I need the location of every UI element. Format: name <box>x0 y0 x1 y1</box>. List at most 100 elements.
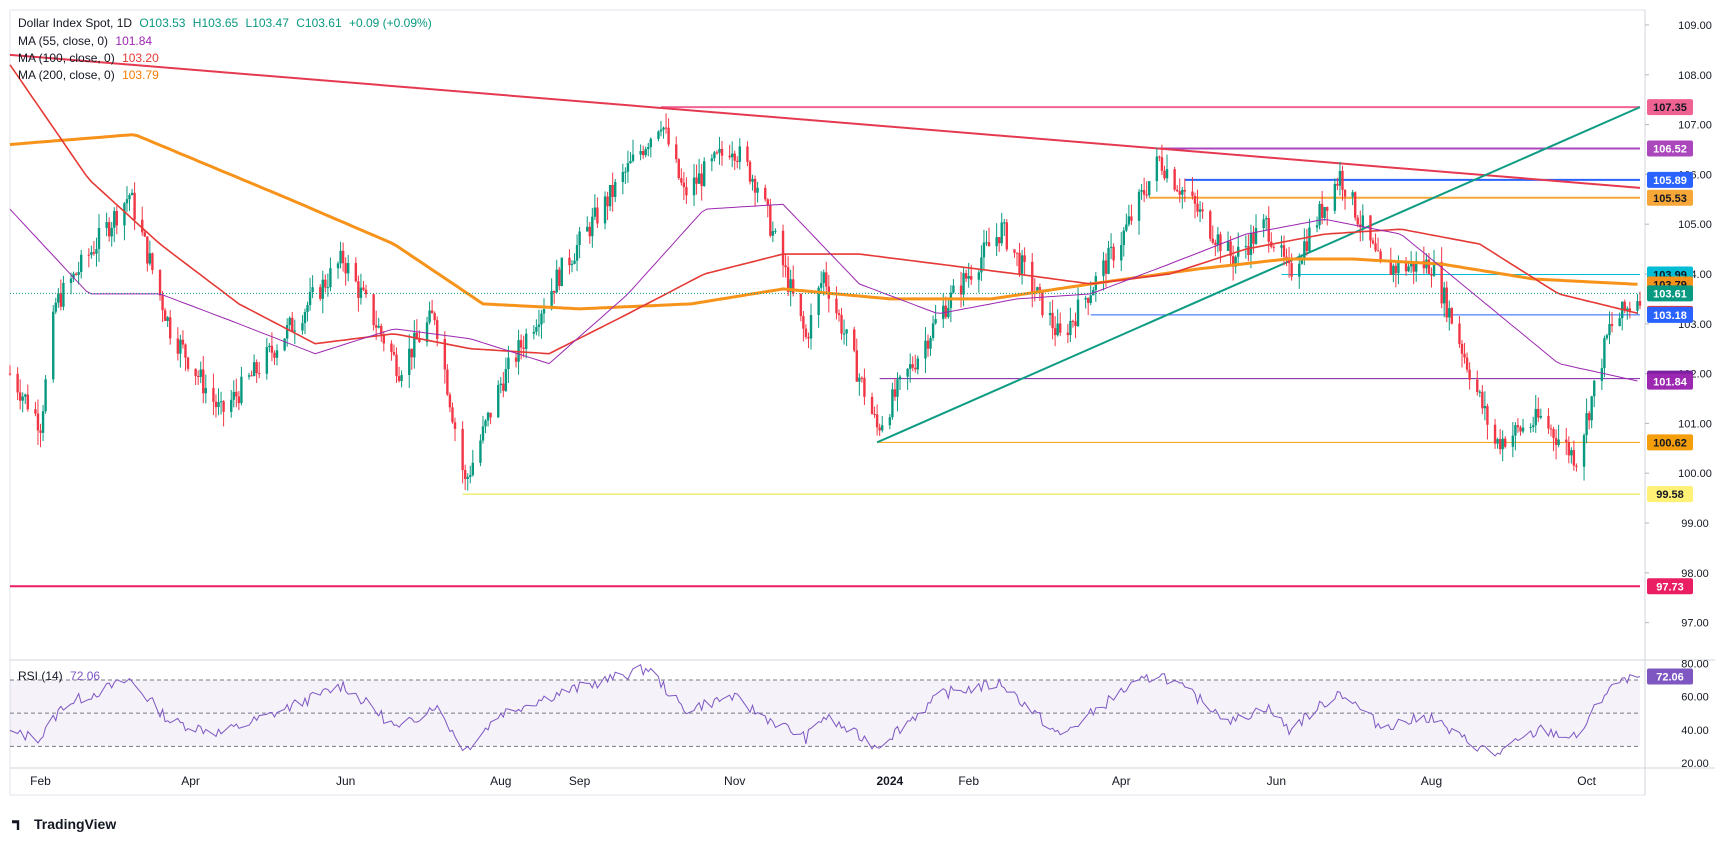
candle-body <box>329 268 332 288</box>
candle-body <box>659 129 663 132</box>
candle-body <box>97 227 101 250</box>
candle-body <box>769 205 772 236</box>
candle-body <box>1450 308 1454 324</box>
candle-body <box>273 352 276 358</box>
candle-body <box>786 267 790 292</box>
price-badge-text: 103.61 <box>1653 288 1687 300</box>
candle-body <box>736 160 739 162</box>
candle-body <box>1448 308 1451 318</box>
candle-body <box>621 171 625 183</box>
plot-frame <box>9 9 1646 796</box>
candle-body <box>1326 207 1329 211</box>
x-tick-label: Nov <box>724 774 745 788</box>
candle-body <box>596 207 599 224</box>
x-tick-label: Jun <box>1267 774 1286 788</box>
candle-body <box>525 333 528 349</box>
candle-body <box>128 195 131 200</box>
candle-body <box>1031 261 1034 293</box>
candle-body <box>647 147 650 149</box>
candle-body <box>1280 245 1283 248</box>
candle-body <box>784 265 787 268</box>
candle-body <box>90 252 93 255</box>
candle-body <box>1216 234 1220 245</box>
candle-body <box>258 373 261 375</box>
price-badge-text: 105.89 <box>1653 175 1687 187</box>
candle-body <box>550 290 553 310</box>
candle-body <box>1432 261 1436 276</box>
candle-body <box>230 399 233 412</box>
price-badge-text: 105.53 <box>1653 193 1687 205</box>
candle-body <box>1412 261 1415 272</box>
candle-body <box>1404 262 1408 272</box>
candle-body <box>1493 424 1497 444</box>
candle-body <box>746 146 749 162</box>
candle-body <box>685 187 688 196</box>
candle-body <box>624 171 627 173</box>
candle-body <box>542 309 546 314</box>
candle-body <box>446 369 449 395</box>
candle-body <box>1478 391 1481 393</box>
candle-body <box>982 242 986 258</box>
candle-body <box>611 185 614 197</box>
candle-body <box>697 173 701 184</box>
candle-body <box>977 272 981 280</box>
candle-body <box>186 357 190 369</box>
y-tick-label: 100.00 <box>1678 468 1712 480</box>
candle-body <box>987 242 991 247</box>
candle-body <box>573 260 576 264</box>
price-badge-text: 107.35 <box>1653 102 1687 114</box>
candle-body <box>217 402 220 408</box>
candle-body <box>1142 190 1146 195</box>
candle-body <box>657 131 660 139</box>
candle-body <box>1628 308 1632 311</box>
candle-body <box>1053 328 1057 336</box>
candle-body <box>695 177 698 184</box>
candle-body <box>1605 335 1609 339</box>
legend-ma100: MA (100, close, 0) 103.20 <box>18 51 163 65</box>
candle-body <box>1193 195 1197 204</box>
candle-body <box>870 396 874 414</box>
rsi-tick-label: 40.00 <box>1681 725 1709 737</box>
tradingview-logo[interactable]: TradingView <box>12 816 116 832</box>
candle-body <box>1120 245 1123 261</box>
rsi-tick-label: 80.00 <box>1681 658 1709 670</box>
candle-body <box>952 285 955 293</box>
candle-body <box>1547 415 1550 429</box>
ma55-value: 101.84 <box>115 34 153 48</box>
candle-body <box>1534 408 1537 426</box>
candle-body <box>1084 298 1087 300</box>
candle-body <box>558 269 561 286</box>
candle-body <box>873 413 876 415</box>
candle-body <box>1191 191 1194 196</box>
candle-body <box>1196 203 1199 212</box>
candle-body <box>57 293 60 303</box>
candle-body <box>1394 265 1398 274</box>
candle-body <box>415 332 419 340</box>
candle-body <box>970 276 973 280</box>
candle-body <box>319 287 322 299</box>
candle-body <box>1137 191 1141 221</box>
candle-body <box>1341 170 1344 190</box>
change-value: +0.09 (+0.09%) <box>348 16 432 30</box>
candle-body <box>568 257 571 266</box>
candle-body <box>738 146 742 162</box>
candle-body <box>1015 252 1019 254</box>
candle-body <box>484 420 487 427</box>
candle-body <box>1308 227 1311 251</box>
candle-body <box>1514 425 1517 436</box>
candle-body <box>1209 211 1212 239</box>
candle-body <box>235 391 238 397</box>
candle-body <box>888 417 892 426</box>
candle-body <box>1244 246 1248 248</box>
candle-body <box>710 158 714 162</box>
ma100-line <box>9 64 1638 355</box>
candle-body <box>1463 353 1466 358</box>
candle-body <box>1323 207 1326 218</box>
candle-body <box>997 237 1001 244</box>
close-value: C103.61 <box>296 16 342 30</box>
candle-body <box>1570 450 1573 456</box>
candle-body <box>733 153 736 161</box>
x-tick-label: Apr <box>1112 774 1131 788</box>
ma55-label: MA (55, close, 0) <box>18 34 109 48</box>
